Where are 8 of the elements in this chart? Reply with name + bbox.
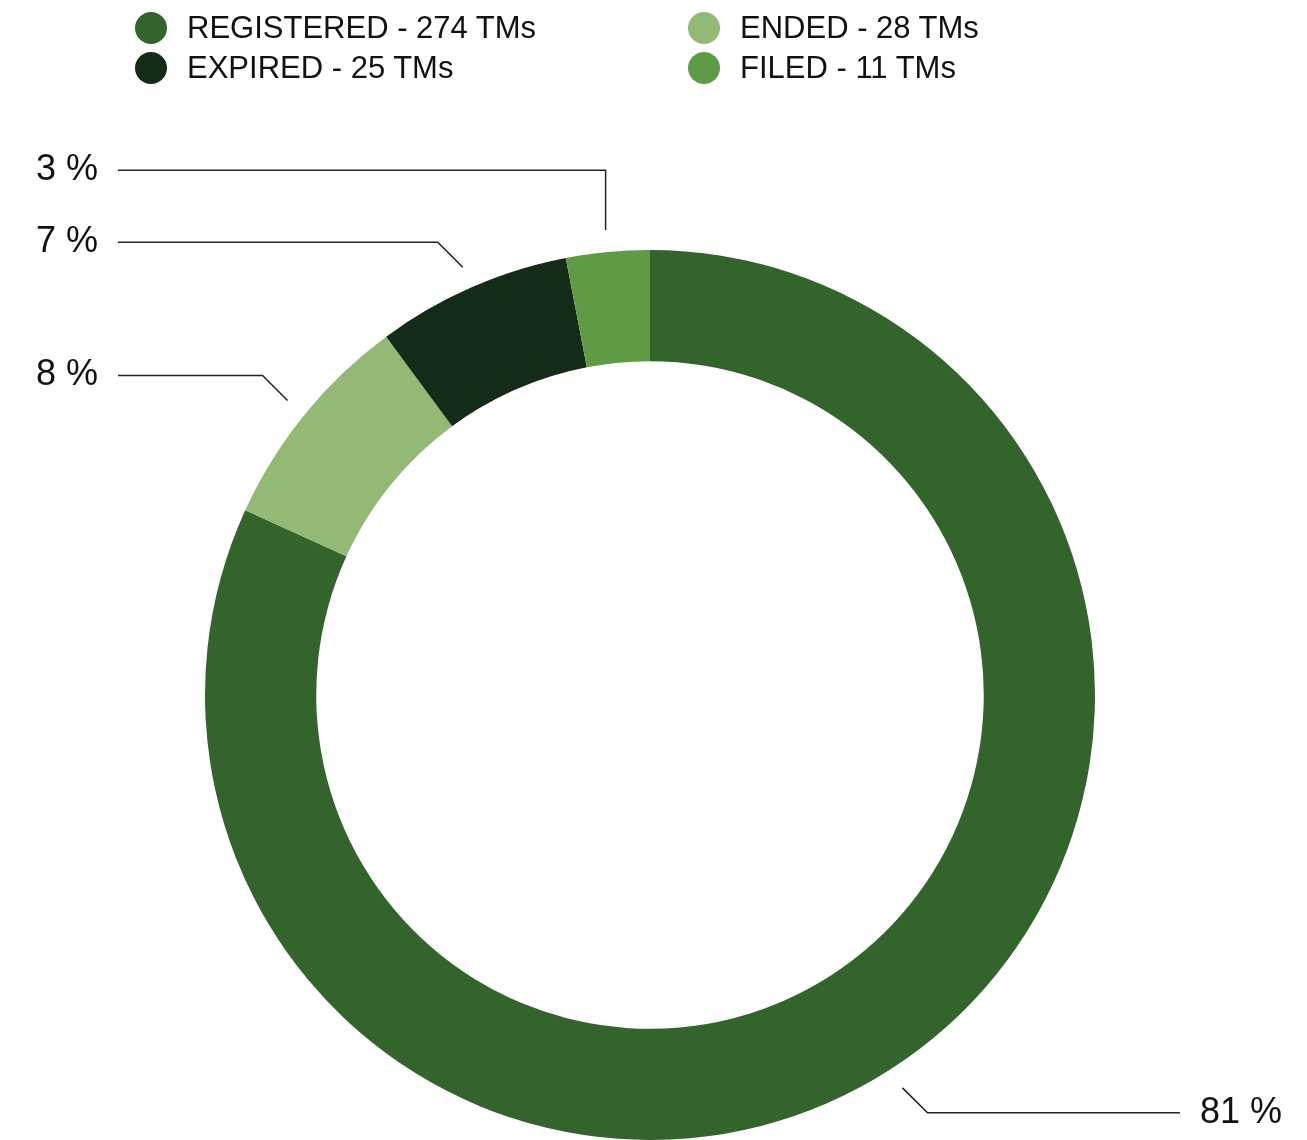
- data-label: 7 %: [35, 219, 98, 261]
- data-label: 3 %: [35, 147, 98, 189]
- legend-label: ENDED - 28 TMs: [740, 10, 979, 46]
- data-label: 8 %: [35, 352, 98, 394]
- legend-label: REGISTERED - 274 TMs: [187, 10, 537, 46]
- data-label: 81 %: [1200, 1089, 1283, 1131]
- legend-label: EXPIRED - 25 TMs: [187, 50, 454, 86]
- legend-label: FILED - 11 TMs: [740, 50, 956, 86]
